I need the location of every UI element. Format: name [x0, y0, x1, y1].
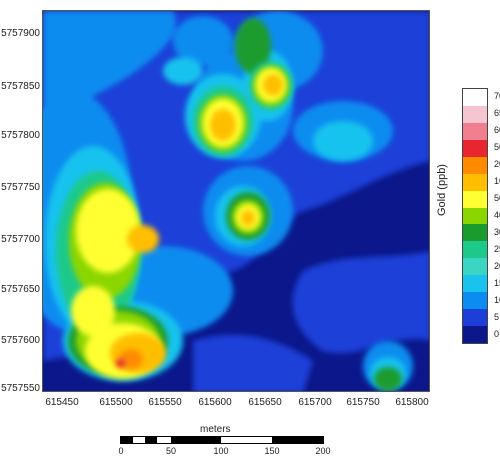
- scale-label: 50: [165, 446, 176, 456]
- y-tick-label: 5757600: [1, 335, 40, 346]
- legend-swatch-100: [463, 173, 487, 191]
- gold-contour-map: [42, 10, 430, 392]
- x-tick-label: 615650: [248, 397, 282, 408]
- legend-value-label: 700: [494, 91, 500, 102]
- y-tick-label: 5757800: [1, 130, 40, 141]
- scale-segment: [221, 437, 272, 443]
- scale-label: 150: [264, 446, 280, 456]
- legend-value-label: 20: [494, 260, 500, 271]
- legend-swatch-5: [463, 309, 487, 327]
- legend-value-label: 40: [494, 210, 500, 220]
- x-tick-label: 615550: [148, 397, 182, 408]
- legend-value-label: 500: [494, 142, 500, 153]
- x-tick-label: 615600: [198, 397, 232, 408]
- scale-segment: [272, 437, 323, 443]
- x-tick-label: 615500: [99, 397, 133, 408]
- legend-swatch-200: [463, 156, 487, 174]
- x-tick-label: 615700: [298, 397, 332, 408]
- contour-map-svg: [43, 11, 429, 391]
- scale-bar: [120, 436, 324, 444]
- y-tick-label: 5757750: [1, 182, 40, 193]
- legend-swatch-50: [463, 190, 487, 208]
- y-tick-label: 5757900: [1, 28, 40, 39]
- legend-swatch-15: [463, 275, 487, 293]
- y-tick-label: 5757700: [1, 234, 40, 245]
- legend-value-label: 25: [494, 243, 500, 254]
- scale-label: 0: [118, 446, 124, 456]
- legend-title: Gold (ppb): [436, 164, 448, 216]
- legend-value-label: 5: [494, 311, 500, 322]
- x-tick-label: 615450: [45, 397, 79, 408]
- scale-label: 100: [213, 446, 229, 456]
- legend-value-label: 50: [494, 193, 500, 204]
- legend-swatch-30: [463, 224, 487, 242]
- legend-swatch-600: [463, 122, 487, 140]
- legend-value-label: 10: [494, 294, 500, 305]
- legend-swatch-20: [463, 258, 487, 276]
- legend-value-label: 650: [494, 108, 500, 119]
- legend-swatch-0: [463, 326, 487, 344]
- x-tick-label: 615750: [346, 397, 380, 408]
- y-tick-label: 5757550: [1, 383, 40, 394]
- color-legend: [462, 88, 488, 344]
- legend-swatch-25: [463, 241, 487, 259]
- zone-200-plus: [116, 349, 143, 369]
- legend-value-label: 30: [494, 226, 500, 237]
- scale-segment: [171, 437, 221, 443]
- legend-value-label: 200: [494, 159, 500, 170]
- legend-swatch-650: [463, 105, 487, 123]
- legend-value-label: 0: [494, 328, 500, 339]
- legend-swatch-40: [463, 207, 487, 225]
- x-tick-label: 615800: [395, 397, 429, 408]
- legend-value-label: 15: [494, 277, 500, 288]
- legend-swatch-10: [463, 292, 487, 310]
- legend-value-label: 100: [494, 176, 500, 187]
- scale-segment: [133, 437, 145, 443]
- legend-swatch-700: [463, 89, 487, 106]
- scale-segment: [157, 437, 171, 443]
- scale-segment: [121, 437, 133, 443]
- legend-swatch-500: [463, 139, 487, 157]
- legend-value-label: 600: [494, 125, 500, 136]
- scale-label: 200: [315, 446, 331, 456]
- y-tick-label: 5757850: [1, 81, 40, 92]
- scale-unit-label: meters: [200, 424, 231, 435]
- y-tick-label: 5757650: [1, 284, 40, 295]
- scale-segment: [145, 437, 157, 443]
